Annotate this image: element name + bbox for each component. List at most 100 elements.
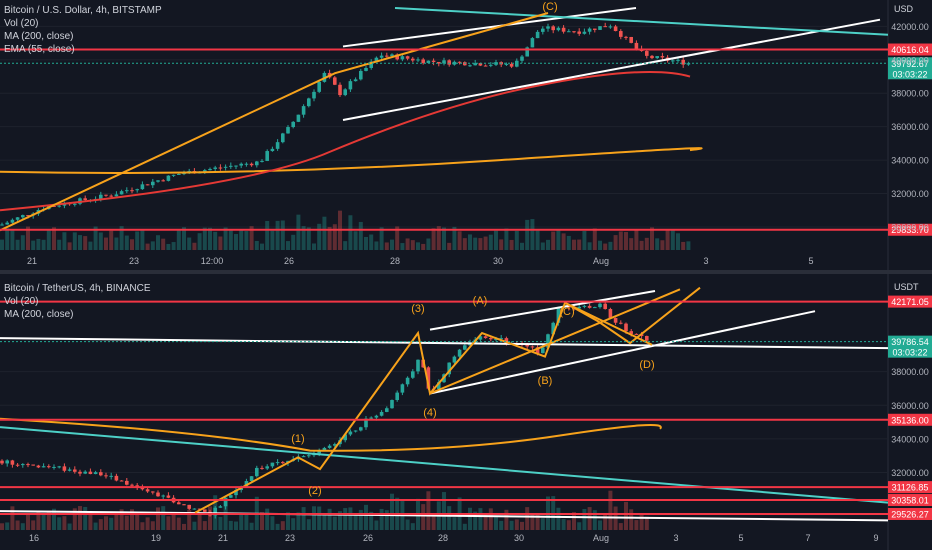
price-label-text: 35136.00: [891, 415, 929, 425]
candle-body: [338, 84, 342, 96]
bottom-chart-title: Bitcoin / TetherUS, 4h, BINANCE: [4, 283, 151, 294]
candle-body: [21, 215, 25, 218]
volume-bar: [577, 239, 582, 250]
candle-body: [546, 334, 550, 348]
volume-bar: [161, 506, 166, 530]
volume-bar: [301, 226, 306, 250]
candle-body: [166, 495, 171, 498]
candle-body: [385, 408, 389, 412]
candle-body: [593, 307, 597, 309]
volume-bar: [140, 522, 145, 530]
volume-bar: [218, 236, 223, 250]
candle-body: [478, 63, 483, 66]
candle-body: [457, 61, 462, 63]
volume-bar: [192, 521, 197, 530]
y-tick-label: 34000.00: [891, 156, 929, 166]
volume-bar: [88, 511, 93, 530]
volume-bar: [20, 523, 25, 530]
candle-body: [140, 487, 145, 490]
x-tick-label: 26: [284, 256, 294, 266]
volume-bar: [306, 227, 311, 250]
volume-bar: [608, 241, 613, 250]
countdown-text: 03:03:22: [892, 348, 927, 358]
volume-bar: [572, 512, 576, 530]
candle-body: [239, 163, 243, 166]
volume-bar: [384, 242, 389, 250]
volume-bar: [499, 239, 504, 250]
volume-bar: [348, 215, 353, 250]
candle-body: [255, 467, 259, 477]
volume-bar: [504, 509, 509, 530]
price-label-text: 31126.85: [892, 483, 929, 493]
x-tick-label: 12:00: [201, 256, 224, 266]
ma-200-line: [0, 417, 662, 452]
candle-body: [145, 184, 150, 186]
candle-body: [249, 476, 254, 482]
volume-bar: [525, 507, 530, 530]
candle-body: [359, 70, 363, 80]
volume-bar: [10, 229, 15, 250]
candle-body: [463, 345, 467, 350]
volume-bar: [587, 507, 592, 530]
candle-body: [57, 466, 61, 468]
candle-body: [619, 322, 623, 324]
candle-body: [359, 427, 363, 431]
candle-body: [629, 331, 633, 334]
volume-bar: [280, 521, 285, 530]
volume-bar: [140, 229, 145, 250]
volume-bar: [603, 243, 608, 250]
price-label-box: [888, 508, 932, 520]
volume-bar: [390, 493, 394, 530]
candle-body: [416, 59, 420, 61]
volume-bar: [452, 517, 457, 530]
ema-55-line: [0, 71, 691, 212]
candle-body: [260, 160, 264, 162]
x-tick-label: 26: [363, 533, 373, 543]
volume-bar: [202, 521, 207, 530]
volume-bar: [442, 492, 446, 530]
volume-bar: [426, 238, 431, 250]
volume-bar: [26, 513, 30, 530]
volume-bar: [171, 513, 176, 530]
candle-body: [26, 464, 30, 466]
volume-bar: [364, 236, 368, 250]
candle-body: [421, 59, 425, 64]
candle-body: [509, 63, 514, 67]
candle-body: [83, 198, 87, 200]
currency-label: USDT: [894, 282, 919, 292]
candle-body: [535, 347, 540, 354]
volume-bar: [540, 242, 545, 250]
volume-bar: [499, 520, 504, 530]
volume-bar: [239, 229, 244, 250]
volume-bar: [88, 241, 93, 250]
volume-bar: [514, 230, 519, 250]
candle-body: [0, 460, 4, 464]
volume-bar: [286, 241, 290, 250]
volume-bar: [213, 231, 218, 250]
price-label-text: 39792.67: [891, 59, 929, 69]
price-label-box: [888, 295, 932, 308]
volume-bar: [639, 513, 644, 530]
volume-bar: [468, 234, 472, 250]
candle-body: [353, 430, 358, 432]
volume-bar: [530, 219, 535, 250]
candle-body: [119, 480, 124, 482]
volume-bar: [270, 516, 275, 530]
candle-body: [400, 384, 405, 393]
volume-bar: [473, 237, 478, 250]
volume-bar: [234, 234, 238, 250]
candle-body: [218, 167, 223, 169]
candle-body: [364, 67, 368, 71]
candle-body: [265, 466, 269, 469]
volume-bar: [78, 506, 82, 530]
candle-body: [411, 58, 415, 61]
volume-bar: [603, 514, 608, 530]
candle-body: [598, 26, 602, 30]
wave-label: (4): [423, 407, 436, 419]
candle-body: [452, 61, 457, 65]
volume-bar: [67, 242, 72, 250]
candle-body: [634, 333, 639, 335]
candle-body: [312, 91, 316, 99]
